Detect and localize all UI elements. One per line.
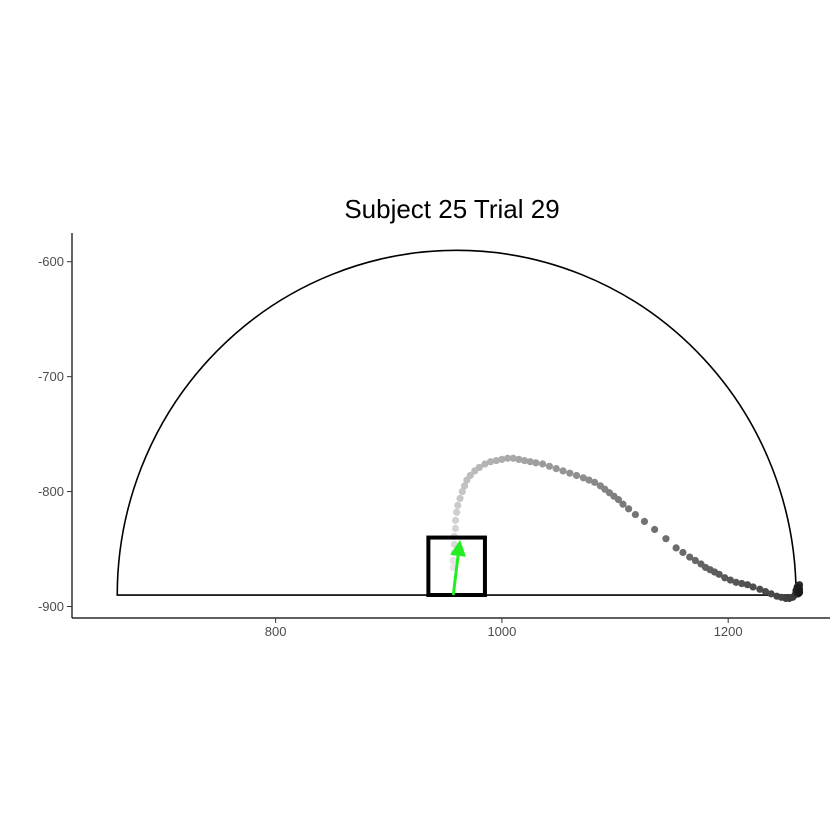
trajectory-point	[545, 462, 554, 470]
trajectory-point	[466, 471, 474, 480]
trajectory-point	[749, 583, 757, 591]
arena-boundary	[116, 249, 797, 596]
trajectory-point	[662, 535, 670, 543]
plot-area	[116, 249, 804, 603]
trajectory-point	[691, 556, 699, 565]
trajectory-point	[539, 460, 547, 468]
x-axis-ticks: 800 1000 1200	[265, 618, 743, 639]
trajectory-point	[498, 455, 506, 464]
trajectory-point	[475, 463, 483, 472]
trajectory-point	[614, 496, 623, 504]
trajectory-point	[526, 458, 534, 466]
trajectory-point	[761, 587, 770, 596]
trajectory-point	[767, 590, 775, 598]
start-box	[426, 535, 487, 598]
y-axis-ticks: -600 -700 -800 -900	[38, 254, 72, 614]
trajectory-point	[679, 548, 687, 557]
trajectory-point	[503, 454, 512, 462]
trajectory-point	[726, 576, 735, 584]
trajectory-point	[532, 459, 540, 467]
trajectory-point	[451, 516, 460, 524]
trajectory-point	[651, 525, 659, 534]
trajectory-point	[743, 581, 752, 589]
trajectory-point	[456, 494, 464, 503]
y-tick-label: -900	[38, 599, 64, 614]
trajectory-point	[492, 456, 500, 465]
trajectory-point	[686, 553, 694, 561]
trajectory-point	[756, 585, 764, 593]
trajectory-point	[732, 578, 740, 586]
x-tick-label: 1200	[714, 624, 743, 639]
trajectory-point	[721, 574, 729, 582]
x-tick-label: 1000	[487, 624, 516, 639]
trajectory-point	[552, 464, 560, 473]
direction-arrow-shaft	[451, 555, 460, 596]
trajectory-point	[566, 469, 574, 477]
trajectory-point	[572, 471, 581, 480]
trajectory-point	[795, 589, 804, 597]
y-tick-label: -700	[38, 369, 64, 384]
trajectory-point	[619, 500, 627, 508]
trajectory-point	[451, 524, 460, 532]
trajectory-point	[715, 570, 723, 578]
trajectory-point	[460, 482, 469, 490]
trajectory-point	[579, 474, 587, 482]
trajectory-point	[453, 508, 461, 516]
chart-title: Subject 25 Trial 29	[344, 194, 559, 224]
y-tick-label: -600	[38, 254, 64, 269]
trajectory-point	[585, 476, 593, 484]
trajectory-point	[515, 455, 523, 464]
trajectory-point	[738, 579, 746, 588]
trajectory-point	[509, 454, 517, 462]
trajectory-point	[458, 487, 466, 496]
trajectory-point	[449, 556, 457, 565]
trajectory-point	[520, 456, 529, 465]
trajectory-point	[486, 458, 495, 466]
trajectory-point	[591, 478, 599, 486]
trajectory-point	[631, 510, 640, 519]
axes: 800 1000 1200 -600 -700 -800 -900	[38, 233, 830, 639]
direction-arrow-head	[450, 539, 467, 557]
trajectory-point	[559, 467, 567, 475]
trajectory-point	[625, 505, 633, 513]
trajectory-point	[481, 460, 489, 468]
trajectory-point	[672, 544, 680, 552]
trajectory-point	[454, 501, 462, 509]
trajectory-point	[640, 517, 649, 526]
y-tick-label: -800	[38, 484, 64, 499]
x-tick-label: 800	[265, 624, 287, 639]
